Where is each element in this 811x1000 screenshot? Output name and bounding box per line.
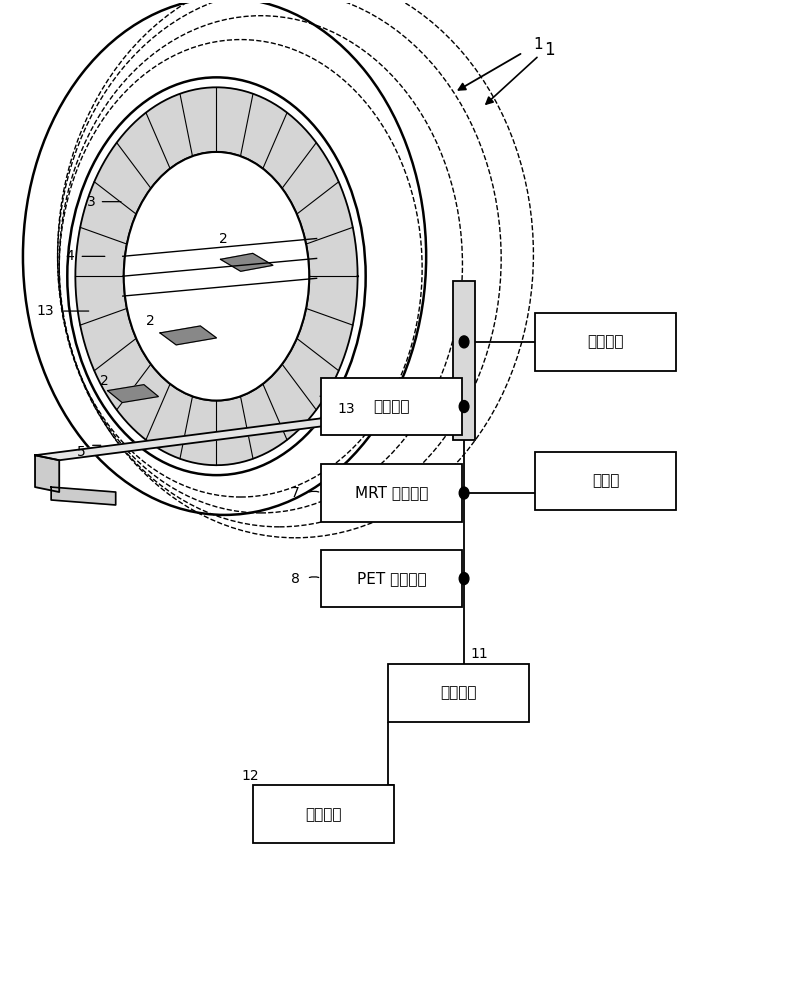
Circle shape	[459, 573, 468, 585]
Text: 1: 1	[533, 37, 543, 52]
Bar	[534, 452, 676, 510]
Polygon shape	[35, 455, 59, 492]
Polygon shape	[108, 385, 158, 403]
Text: 5: 5	[77, 445, 86, 459]
Text: 2: 2	[100, 374, 108, 388]
Text: 2: 2	[219, 232, 227, 246]
Text: 2: 2	[146, 314, 155, 328]
Bar	[388, 664, 529, 722]
Bar	[321, 550, 462, 607]
Text: 13: 13	[337, 402, 354, 416]
Text: 3: 3	[87, 195, 96, 209]
Text: 门控单元: 门控单元	[586, 334, 623, 349]
Text: 4: 4	[65, 249, 74, 263]
Text: 10: 10	[658, 465, 676, 479]
Text: MRT 成像单元: MRT 成像单元	[354, 486, 428, 501]
Ellipse shape	[123, 152, 309, 401]
Text: 用户界面: 用户界面	[305, 807, 341, 822]
Circle shape	[459, 336, 468, 348]
Text: 呼吸单元: 呼吸单元	[373, 399, 410, 414]
Circle shape	[459, 401, 468, 412]
Polygon shape	[35, 410, 406, 460]
Text: 13: 13	[36, 304, 54, 318]
Text: 9: 9	[658, 326, 667, 340]
Bar	[321, 378, 462, 435]
Circle shape	[459, 487, 468, 499]
Polygon shape	[221, 253, 272, 271]
Text: 12: 12	[241, 769, 259, 783]
Text: 11: 11	[470, 647, 487, 661]
Bar	[534, 313, 676, 371]
Polygon shape	[51, 487, 115, 505]
Text: 1: 1	[543, 41, 554, 59]
Bar	[321, 464, 462, 522]
Text: PET 成像单元: PET 成像单元	[357, 571, 426, 586]
Text: 6: 6	[290, 400, 299, 414]
Text: 控制单元: 控制单元	[440, 685, 477, 700]
Text: 7: 7	[290, 486, 299, 500]
Ellipse shape	[67, 77, 365, 475]
Ellipse shape	[23, 0, 426, 515]
Text: 8: 8	[290, 572, 299, 586]
Polygon shape	[160, 326, 217, 345]
Bar	[453, 281, 474, 440]
Text: 处理器: 处理器	[591, 474, 619, 489]
Ellipse shape	[127, 157, 305, 396]
Bar	[252, 785, 393, 843]
Polygon shape	[75, 87, 357, 465]
